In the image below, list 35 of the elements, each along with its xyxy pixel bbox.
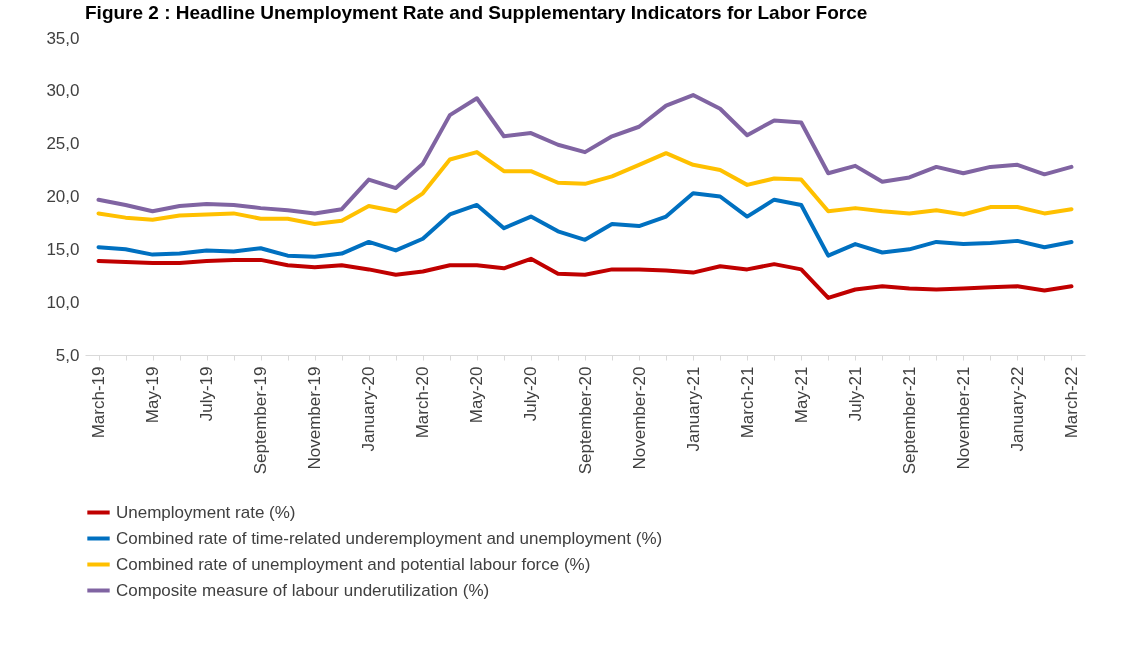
x-tick-label: September-21: [899, 366, 919, 475]
y-tick-label: 30,0: [46, 81, 80, 101]
line-series: [96, 256, 1074, 300]
legend-label: Combined rate of time-related underemployment and unemployment (%): [116, 528, 663, 548]
y-tick-label: 10,0: [46, 292, 80, 312]
x-tick-label: January-21: [683, 366, 703, 452]
x-tick-label: March-19: [89, 366, 109, 439]
x-tick-label: July-19: [197, 366, 217, 422]
x-tick-label: January-22: [1007, 366, 1027, 452]
y-tick-label: 5,0: [55, 345, 80, 365]
y-tick-label: 35,0: [46, 28, 80, 48]
y-tick-label: 20,0: [46, 187, 80, 206]
x-tick-label: May-19: [143, 366, 163, 424]
x-tick-label: November-19: [305, 366, 325, 470]
x-tick-label: November-20: [629, 366, 649, 470]
x-tick-label: September-19: [251, 366, 271, 475]
line-series: [96, 150, 1074, 226]
x-tick-label: January-20: [359, 366, 379, 452]
y-tick-label: 25,0: [46, 134, 80, 154]
legend-label: Combined rate of unemployment and potential labour force (%): [116, 554, 591, 574]
x-tick-label: March-21: [737, 366, 757, 439]
chart-title: Figure 2 : Headline Unemployment Rate and Supplementary Indicators for Labor Force: [85, 2, 868, 23]
x-tick-label: September-20: [575, 366, 595, 475]
x-tick-label: May-20: [467, 366, 487, 424]
x-tick-label: March-20: [413, 366, 433, 439]
x-tick-label: July-21: [845, 366, 865, 422]
legend-label: Unemployment rate (%): [116, 502, 296, 522]
x-tick-label: November-21: [953, 366, 973, 470]
x-tick-label: March-22: [1061, 366, 1081, 439]
x-tick-label: May-21: [791, 366, 811, 424]
legend-label: Composite measure of labour underutilization (%): [116, 580, 490, 600]
line-series: [96, 93, 1074, 216]
line-series: [96, 191, 1074, 259]
x-tick-label: July-20: [521, 366, 541, 422]
y-tick-label: 15,0: [46, 239, 80, 259]
